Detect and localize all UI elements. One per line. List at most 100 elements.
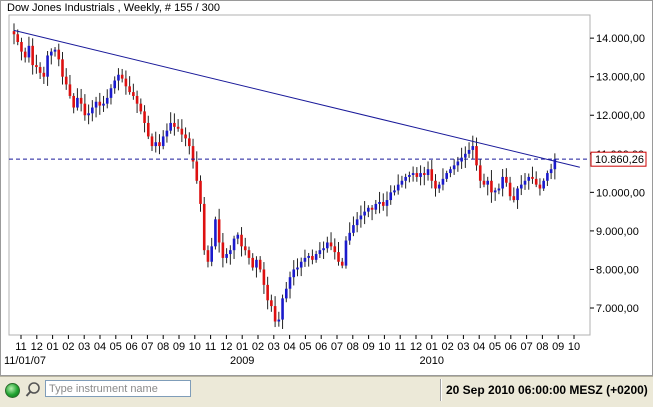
candle-up: [460, 157, 463, 162]
candle-up: [284, 288, 288, 299]
candle-down: [508, 182, 512, 197]
candle-down: [415, 173, 419, 177]
candle-up: [426, 169, 430, 175]
candle-up: [281, 298, 284, 320]
search-icon[interactable]: [24, 381, 42, 399]
candle-down: [475, 146, 478, 166]
candle-down: [128, 86, 131, 93]
candle-down: [490, 180, 493, 193]
candle-up: [441, 178, 445, 185]
candle-down: [143, 111, 146, 123]
x-tick-label: 12: [410, 341, 422, 353]
x-tick-label: 02: [441, 341, 453, 353]
candle-up: [76, 97, 79, 108]
candle-down: [311, 255, 314, 260]
candle-up: [303, 257, 307, 262]
candle-up: [87, 113, 90, 116]
candle-up: [519, 184, 523, 189]
candle-up: [165, 130, 169, 137]
connection-status-icon[interactable]: [5, 383, 20, 398]
candle-down: [57, 49, 61, 60]
candle-down: [38, 67, 42, 73]
candle-down: [434, 180, 437, 189]
candle-down: [258, 259, 262, 270]
candle-up: [363, 211, 366, 216]
candle-up: [400, 180, 404, 185]
candle-up: [348, 232, 351, 241]
candle-down: [266, 284, 269, 301]
candle-up: [154, 142, 158, 147]
candle-up: [355, 219, 359, 226]
candle-down: [120, 74, 124, 79]
current-price-label: 10.860,26: [595, 154, 644, 166]
candle-up: [326, 242, 329, 249]
candle-down: [247, 250, 251, 258]
y-tick-label: 9.000,00: [596, 226, 639, 238]
candle-up: [229, 250, 232, 255]
candle-up: [214, 219, 217, 247]
candle-down: [191, 146, 195, 162]
candle-up: [493, 190, 497, 193]
candle-up: [292, 269, 296, 278]
instrument-search-input[interactable]: [45, 380, 191, 397]
candle-down: [423, 173, 426, 175]
candle-up: [318, 250, 322, 255]
x-tick-label: 09: [552, 341, 564, 353]
candle-down: [12, 31, 16, 35]
chart-frame: 7.000,008.000,009.000,0010.000,0011.000,…: [0, 0, 653, 376]
chart-plot[interactable]: 7.000,008.000,009.000,0010.000,0011.000,…: [1, 1, 652, 375]
candle-up: [553, 159, 557, 170]
candle-down: [35, 65, 38, 68]
candle-up: [91, 107, 94, 114]
x-tick-label: 04: [283, 341, 295, 353]
y-tick-label: 12.000,00: [596, 110, 645, 122]
candle-down: [251, 257, 255, 268]
x-tick-label: 08: [157, 341, 169, 353]
x-tick-label: 10: [568, 341, 580, 353]
candle-up: [255, 259, 258, 268]
candle-down: [20, 41, 23, 52]
candle-down: [184, 134, 187, 139]
candle-down: [478, 165, 482, 181]
candle-up: [456, 161, 460, 166]
candle-up: [109, 88, 113, 98]
x-tick-label: 07: [331, 341, 343, 353]
x-tick-label: 05: [489, 341, 501, 353]
x-tick-label: 11: [205, 341, 216, 353]
candle-up: [393, 190, 396, 193]
trendline: [13, 29, 580, 168]
candle-up: [113, 80, 117, 89]
candle-up: [449, 169, 452, 174]
candle-up: [404, 176, 407, 181]
candle-up: [445, 173, 448, 179]
candle-up: [322, 248, 325, 251]
candle-down: [31, 45, 34, 66]
candle-down: [505, 176, 508, 183]
candle-up: [374, 203, 378, 210]
x-tick-label: 10: [378, 341, 390, 353]
candle-up: [549, 169, 553, 174]
x-tick-label: 03: [268, 341, 280, 353]
candle-up: [169, 122, 172, 131]
candle-up: [516, 188, 519, 201]
x-tick-label: 10: [189, 341, 201, 353]
x-tick-label: 04: [473, 341, 485, 353]
candle-up: [27, 45, 31, 58]
candle-down: [173, 122, 176, 127]
candle-up: [50, 51, 53, 56]
x-tick-label: 07: [141, 341, 153, 353]
x-year-label: 2009: [230, 355, 254, 367]
candle-down: [273, 306, 277, 322]
candle-up: [307, 255, 310, 258]
candle-down: [217, 219, 221, 243]
x-tick-label: 06: [125, 341, 137, 353]
candle-up: [452, 165, 456, 170]
candle-down: [135, 95, 139, 104]
x-tick-label: 09: [173, 341, 185, 353]
x-tick-label: 09: [362, 341, 374, 353]
candle-up: [296, 267, 299, 270]
y-axis: 7.000,008.000,009.000,0010.000,0011.000,…: [590, 33, 645, 315]
candle-down: [206, 250, 210, 262]
candle-up: [471, 146, 475, 150]
candle-up: [497, 188, 501, 191]
